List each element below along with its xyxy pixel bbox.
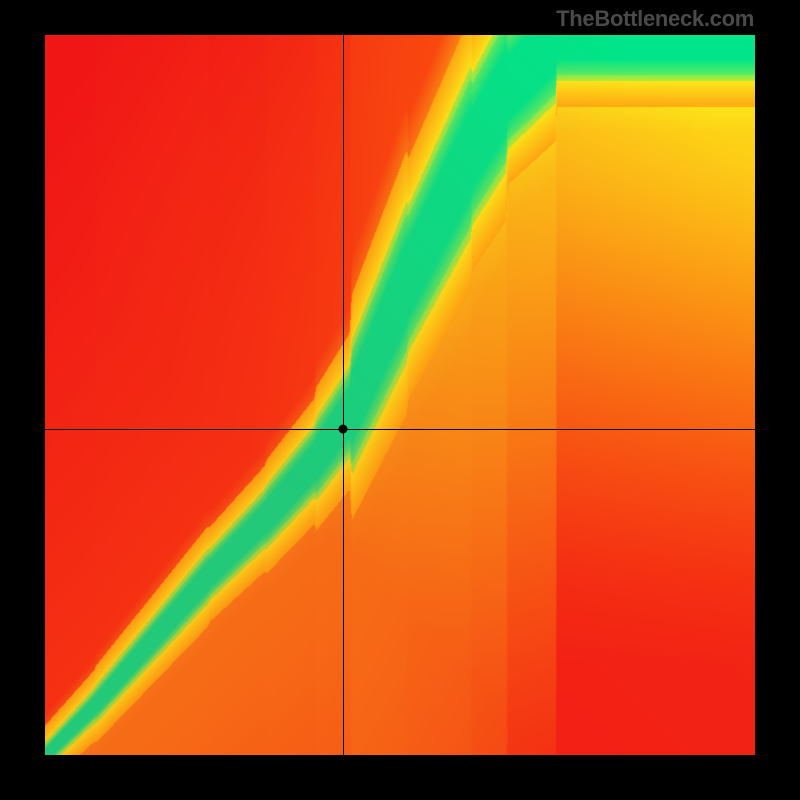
crosshair-horizontal <box>45 429 755 430</box>
heatmap-canvas <box>45 35 755 755</box>
data-marker <box>339 424 348 433</box>
watermark-text: TheBottleneck.com <box>556 6 754 32</box>
crosshair-vertical <box>343 35 344 755</box>
plot-area <box>45 35 755 755</box>
chart-container: TheBottleneck.com <box>0 0 800 800</box>
